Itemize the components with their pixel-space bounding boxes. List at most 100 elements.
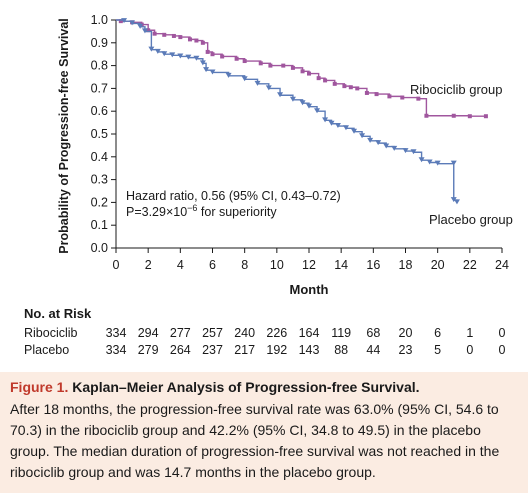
placebo-group-censor-mark [193, 55, 200, 61]
at-risk-value: 23 [398, 343, 413, 357]
x-tick-label: 2 [145, 258, 152, 272]
p-value-suffix: for superiority [197, 205, 277, 219]
at-risk-value: 257 [202, 326, 223, 340]
ribociclib-group-censor-mark [187, 37, 192, 42]
y-tick-label: 0.4 [91, 150, 108, 164]
p-value-base: P=3.29×10 [126, 205, 187, 219]
y-tick-label: 0.2 [91, 195, 108, 209]
at-risk-value: 226 [266, 326, 288, 340]
at-risk-row-ribociclib: Ribociclib 334 294 277 257 240 226 164 119 68 20 6… [24, 326, 528, 342]
placebo-group-censor-mark [453, 199, 460, 205]
placebo-group-censor-mark [299, 100, 306, 106]
at-risk-value: 88 [334, 343, 349, 357]
ribociclib-group-censor-mark [290, 65, 295, 70]
ribociclib-group-label: Ribociclib group [410, 82, 503, 97]
caption-body: After 18 months, the progression-free su… [10, 401, 500, 480]
at-risk-row-label: Placebo [24, 343, 70, 357]
ribociclib-group-censor-mark [200, 40, 205, 45]
x-ticks: 0 2 4 6 8 10 12 14 16 18 20 22 24 [113, 248, 509, 272]
x-tick-label: 6 [209, 258, 216, 272]
placebo-group-censor-mark [351, 128, 358, 134]
x-tick-label: 0 [113, 258, 120, 272]
x-tick-label: 10 [270, 258, 284, 272]
y-tick-label: 1.0 [91, 13, 108, 27]
at-risk-value: 164 [298, 326, 320, 340]
placebo-group-censor-mark [322, 117, 329, 123]
caption-heading: Figure 1. Kaplan–Meier Analysis of Progr… [10, 379, 518, 395]
placebo-group-censor-mark [359, 133, 366, 139]
y-axis-label: Probability of Progression-free Survival [57, 18, 71, 253]
at-risk-value: 277 [169, 326, 191, 340]
at-risk-title: No. at Risk [24, 306, 92, 321]
placebo-group-censor-mark [375, 140, 382, 146]
at-risk-value: 217 [234, 343, 256, 357]
placebo-group-censor-mark [402, 148, 409, 154]
placebo-group-censor-mark [209, 69, 216, 75]
placebo-group-censor-mark [185, 54, 192, 60]
ribociclib-group-censor-mark [300, 69, 305, 74]
at-risk-value: 6 [434, 326, 442, 340]
at-risk-value: 68 [366, 326, 381, 340]
x-tick-label: 16 [366, 258, 380, 272]
placebo-group-censor-mark [289, 96, 296, 102]
at-risk-value: 0 [498, 326, 506, 340]
placebo-group-censor-mark [225, 72, 232, 78]
placebo-group-censor-mark [129, 20, 136, 26]
placebo-group-censor-mark [391, 145, 398, 151]
ribociclib-group-censor-mark [387, 94, 392, 99]
figure-caption: Figure 1. Kaplan–Meier Analysis of Progr… [0, 372, 528, 493]
x-tick-label: 20 [431, 258, 445, 272]
y-tick-label: 0.0 [91, 241, 108, 255]
ribociclib-group-censor-mark [258, 61, 263, 66]
placebo-group-censor-mark [450, 160, 457, 166]
ribociclib-group-censor-mark [118, 19, 123, 24]
placebo-group-censor-mark [265, 85, 272, 91]
placebo-group-censor-mark [137, 23, 144, 29]
placebo-group-censor-mark [121, 18, 128, 24]
placebo-group-censor-mark [277, 92, 284, 98]
at-risk-value: 264 [169, 343, 191, 357]
p-value-exponent: −6 [187, 203, 197, 213]
ribociclib-group-censor-mark [364, 90, 369, 95]
at-risk-value: 44 [366, 343, 381, 357]
at-risk-value: 192 [266, 343, 288, 357]
caption-title: Kaplan–Meier Analysis of Progression-fre… [68, 379, 420, 395]
at-risk-value: 1 [466, 326, 474, 340]
placebo-group-censor-mark [154, 48, 161, 54]
ribociclib-group-censor-mark [483, 114, 488, 119]
x-tick-label: 4 [177, 258, 184, 272]
placebo-group-censor-mark [383, 143, 390, 149]
ribociclib-group-censor-mark [348, 85, 353, 90]
y-tick-label: 0.1 [91, 218, 108, 232]
at-risk-value: 279 [137, 343, 159, 357]
ribociclib-group-censor-mark [355, 86, 360, 91]
placebo-group-censor-mark [450, 197, 457, 203]
at-risk-value: 334 [105, 326, 127, 340]
ribociclib-group-censor-mark [416, 96, 421, 101]
placebo-group-label: Placebo group [429, 212, 513, 227]
placebo-group-censor-mark [342, 125, 349, 131]
at-risk-row-placebo: Placebo 334 279 264 237 217 192 143 88 44 23 5 0 0 [24, 343, 528, 359]
at-risk-value: 20 [398, 326, 413, 340]
x-tick-label: 8 [241, 258, 248, 272]
at-risk-value: 5 [434, 343, 442, 357]
ribociclib-group-censor-mark [178, 35, 183, 40]
y-tick-label: 0.9 [91, 36, 108, 50]
ribociclib-group-censor-mark [205, 49, 210, 54]
y-tick-label: 0.6 [91, 104, 108, 118]
x-tick-label: 22 [463, 258, 477, 272]
placebo-group-censor-mark [306, 103, 312, 109]
at-risk-value: 119 [331, 326, 352, 340]
y-tick-label: 0.7 [91, 81, 108, 95]
y-tick-label: 0.3 [91, 173, 108, 187]
placebo-group-censor-mark [161, 51, 168, 57]
ribociclib-group-censor-mark [332, 81, 337, 86]
placebo-group-curve [116, 19, 458, 203]
ribociclib-group-censor-mark [194, 38, 199, 43]
ribociclib-group-censor-mark [171, 33, 176, 38]
ribociclib-group-censor-mark [268, 63, 273, 68]
placebo-group-censor-mark [410, 149, 417, 155]
ribociclib-group-censor-mark [400, 95, 405, 100]
